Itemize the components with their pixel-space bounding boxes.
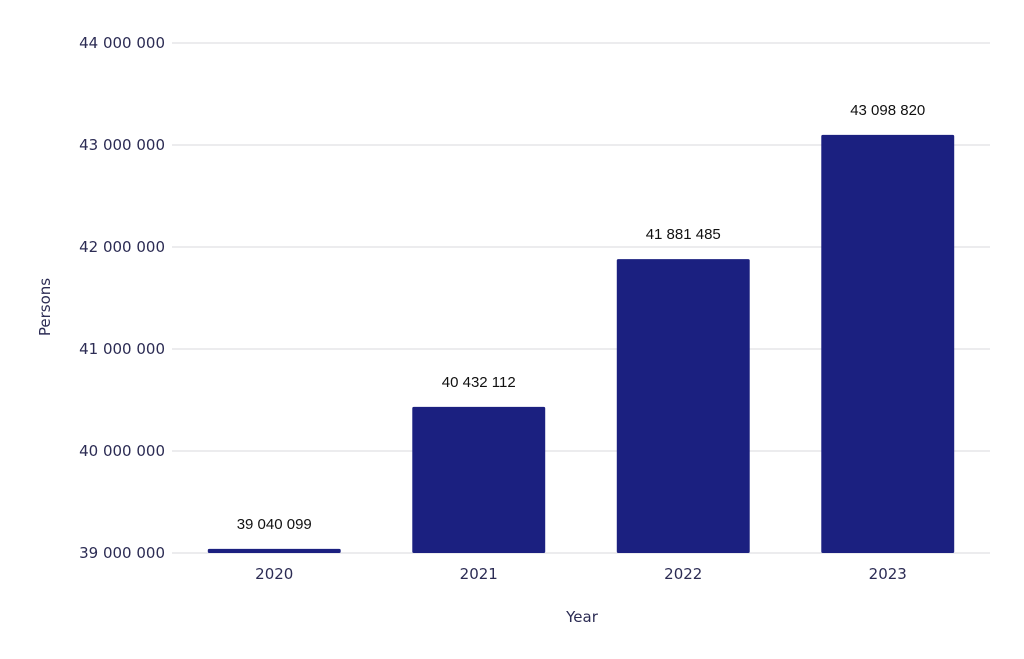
- x-tick-label-2021: 2021: [460, 565, 498, 583]
- bars: [207, 134, 955, 554]
- y-tick-label: 41 000 000: [79, 340, 165, 358]
- data-label-2023: 43 098 820: [850, 102, 925, 119]
- data-label-2021: 40 432 112: [442, 374, 516, 391]
- y-tick-label: 42 000 000: [79, 238, 165, 256]
- bar-2022: [616, 259, 750, 553]
- y-axis-ticks: 39 000 000 40 000 000 41 000 000 42 000 000…: [79, 34, 165, 562]
- data-labels: 39 040 099 40 432 112 41 881 485 43 098 820: [237, 102, 926, 533]
- bar-2020: [207, 548, 341, 553]
- y-tick-label: 39 000 000: [79, 544, 165, 562]
- x-axis-title: Year: [565, 608, 599, 626]
- x-tick-label-2023: 2023: [869, 565, 907, 583]
- x-axis-ticks: 2020 2021 2022 2023: [255, 565, 907, 583]
- x-tick-label-2020: 2020: [255, 565, 293, 583]
- y-tick-label: 43 000 000: [79, 136, 165, 154]
- y-tick-label: 44 000 000: [79, 34, 165, 52]
- bar-2023: [821, 134, 955, 554]
- data-label-2022: 41 881 485: [646, 226, 721, 243]
- x-tick-label-2022: 2022: [664, 565, 702, 583]
- y-tick-label: 40 000 000: [79, 442, 165, 460]
- bar-2021: [412, 406, 546, 553]
- y-axis-title: Persons: [36, 278, 54, 336]
- data-label-2020: 39 040 099: [237, 516, 312, 533]
